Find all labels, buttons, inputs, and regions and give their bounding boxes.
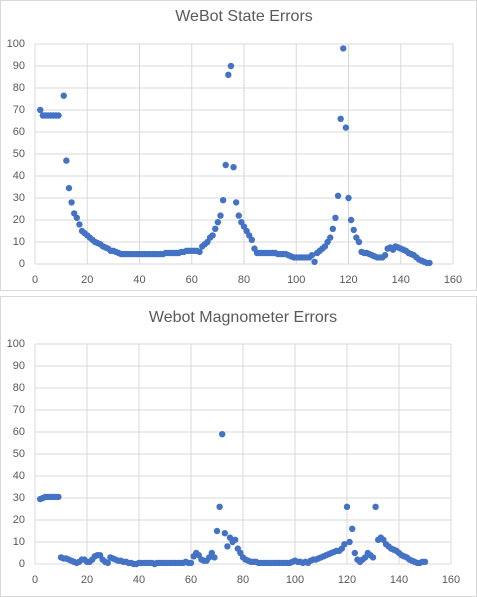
data-point: [222, 161, 229, 169]
data-point: [65, 184, 73, 192]
y-tick-label: 0: [19, 558, 25, 570]
data-point: [187, 559, 195, 567]
y-tick-label: 90: [13, 360, 25, 372]
data-point: [216, 503, 223, 510]
data-point: [68, 199, 75, 206]
x-tick-label: 60: [186, 274, 198, 286]
x-tick-label: 20: [81, 574, 93, 586]
x-tick-label: 60: [185, 574, 197, 586]
x-tick-label: 120: [339, 274, 357, 286]
x-tick-label: 80: [237, 574, 249, 586]
data-point: [37, 106, 44, 114]
data-point: [341, 541, 348, 548]
y-tick-label: 60: [13, 426, 25, 438]
data-point: [60, 92, 67, 99]
data-point: [327, 234, 334, 241]
x-tick-label: 0: [32, 574, 38, 586]
y-tick-label: 10: [13, 536, 25, 548]
data-point: [337, 115, 344, 123]
y-tick-label: 50: [13, 448, 25, 460]
data-point: [73, 214, 81, 221]
data-point: [76, 221, 83, 228]
chart-title: Webot Magnometer Errors: [149, 309, 337, 326]
y-tick-label: 30: [13, 192, 25, 204]
y-tick-label: 80: [13, 382, 25, 394]
y-tick-label: 100: [7, 38, 25, 50]
y-tick-label: 70: [13, 104, 25, 116]
data-point: [332, 214, 339, 221]
data-point: [209, 232, 216, 239]
data-point: [211, 554, 218, 561]
data-point: [63, 157, 70, 164]
y-tick-label: 0: [19, 258, 25, 270]
data-point: [342, 124, 350, 131]
x-tick-label: 140: [390, 574, 408, 586]
data-point: [347, 216, 355, 224]
x-tick-label: 140: [392, 274, 410, 286]
data-point: [213, 527, 221, 535]
data-point: [346, 538, 353, 546]
y-tick-label: 40: [13, 470, 25, 482]
x-tick-label: 100: [287, 274, 305, 286]
data-point: [214, 219, 222, 226]
x-tick-label: 40: [133, 274, 145, 286]
data-point: [381, 252, 389, 259]
data-point: [217, 212, 224, 219]
data-point: [351, 549, 358, 557]
data-point: [224, 543, 231, 550]
data-point: [334, 192, 342, 199]
y-tick-label: 20: [13, 514, 25, 526]
x-tick-label: 0: [32, 274, 38, 286]
y-tick-label: 20: [13, 214, 25, 226]
data-point: [212, 225, 219, 232]
data-point: [308, 252, 316, 259]
data-point: [235, 212, 242, 219]
y-tick-label: 100: [7, 338, 25, 350]
data-point: [349, 525, 356, 532]
x-tick-label: 120: [338, 574, 356, 586]
data-point: [230, 164, 237, 171]
y-tick-label: 30: [13, 492, 25, 504]
data-point: [196, 248, 203, 256]
data-point: [343, 503, 351, 510]
data-point: [369, 554, 377, 561]
data-point: [219, 431, 226, 438]
y-tick-label: 40: [13, 170, 25, 182]
y-tick-label: 90: [13, 60, 25, 72]
y-tick-label: 70: [13, 404, 25, 416]
data-point: [225, 71, 232, 79]
data-point: [350, 226, 357, 234]
data-point: [232, 536, 239, 543]
data-point: [355, 238, 363, 246]
x-tick-label: 160: [444, 274, 462, 286]
chart-title: WeBot State Errors: [175, 8, 313, 25]
x-tick-label: 160: [442, 574, 460, 586]
x-tick-label: 40: [133, 574, 145, 586]
data-point: [227, 62, 235, 70]
data-point: [311, 258, 318, 265]
data-point: [55, 493, 62, 501]
data-point: [55, 112, 62, 119]
y-tick-label: 60: [13, 126, 25, 138]
x-tick-label: 20: [81, 274, 93, 286]
data-point: [345, 194, 352, 202]
data-point: [219, 197, 227, 204]
data-point: [248, 236, 256, 243]
y-tick-label: 10: [13, 236, 25, 248]
x-tick-label: 100: [286, 574, 304, 586]
y-tick-label: 50: [13, 148, 25, 160]
x-tick-label: 80: [238, 274, 250, 286]
data-point: [232, 199, 240, 206]
data-point: [329, 225, 337, 232]
data-point: [340, 45, 347, 52]
data-point: [104, 559, 112, 567]
data-point: [221, 530, 228, 537]
data-point: [426, 259, 433, 267]
y-tick-label: 80: [13, 82, 25, 94]
data-point: [421, 558, 429, 565]
data-point: [372, 503, 379, 510]
